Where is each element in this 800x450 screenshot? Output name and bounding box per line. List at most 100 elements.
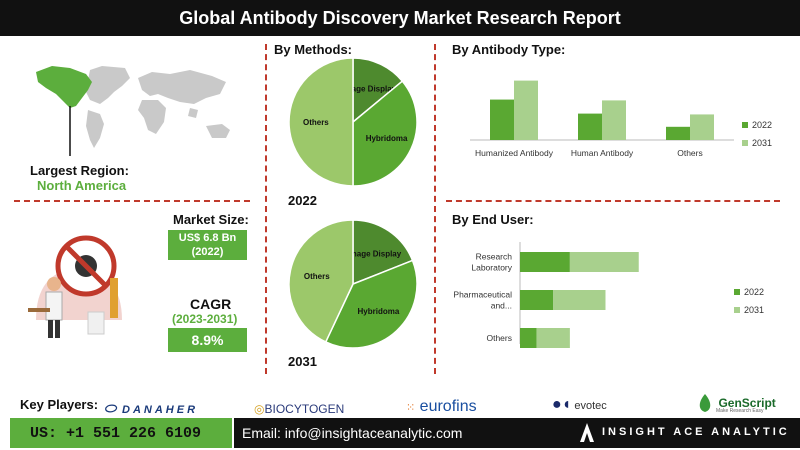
genscript-icon <box>699 394 711 412</box>
antibody-legend-label-2031: 2031 <box>752 138 772 148</box>
genscript-leaf <box>699 394 711 412</box>
eurofins-logo: ⁙ eurofins <box>406 398 477 416</box>
cagr-value: 8.9% <box>168 328 247 352</box>
end-user-legend-swatch-2031 <box>734 307 740 313</box>
end-user-legend-label-2031: 2031 <box>744 305 764 315</box>
end-user-bar-2-2022 <box>520 328 537 348</box>
vaccine-vial-icon <box>110 278 118 318</box>
antibody-bar-1-2031 <box>602 100 626 140</box>
pie-slice-2022-1 <box>352 80 418 187</box>
pie-label-2031-0: Phage Display <box>347 249 402 258</box>
scientist-leg-left <box>48 320 53 338</box>
danaher-logo-text: DANAHER <box>122 404 199 416</box>
logo-mark <box>580 423 594 442</box>
end-user-category-label-0: Research Laboratory <box>471 252 512 273</box>
pie-label-2022-0: Phage Display <box>341 84 396 93</box>
lab-bottle <box>87 311 105 335</box>
end-user-bar-0-2031 <box>569 252 639 272</box>
map-eurasia <box>138 70 226 104</box>
pie-label-2031-1: Hybridoma <box>358 307 400 316</box>
email-contact: Email: info@insightaceanalytic.com <box>242 425 463 441</box>
biocytogen-logo-text: BIOCYTOGEN <box>264 402 345 416</box>
market-size-year: (2022) <box>191 246 224 258</box>
market-size-box: US$ 6.8 Bn (2022) <box>168 230 247 260</box>
map-australia <box>206 124 230 138</box>
end-user-legend-swatch-2022 <box>734 289 740 295</box>
region-label: Largest Region: <box>30 163 129 178</box>
map-south-america <box>86 110 104 148</box>
scientist-leg-right <box>55 320 60 338</box>
end-user-bar-1-2031 <box>553 290 606 310</box>
antibody-type-chart: Humanized Antibody Human Antibody Others 20… <box>470 80 772 158</box>
divider-vertical-right <box>434 44 436 374</box>
end-user-bar-2-2031 <box>536 328 570 348</box>
pie-slice-2031-1 <box>324 259 418 349</box>
antibody-bar-1-2022 <box>578 113 602 140</box>
divider-horizontal-left <box>14 200 250 202</box>
eurofins-logo-text: eurofins <box>419 398 477 415</box>
evotec-logo: ●◖ evotec <box>552 396 607 414</box>
antibody-category-label-0: Humanized Antibody <box>475 148 554 158</box>
market-size-value: US$ 6.8 Bn <box>178 232 237 244</box>
methods-pie-2031: Phage Display Hybridoma Others <box>288 219 418 349</box>
scientist-body <box>45 291 63 321</box>
pie-label-2022-1: Hybridoma <box>366 134 408 143</box>
antibody-category-label-2: Others <box>677 148 703 158</box>
map-southeast-asia <box>188 108 198 118</box>
evotec-logo-text: evotec <box>574 400 607 412</box>
genscript-logo: GenScript Make Research Easy <box>696 392 776 414</box>
end-user-heading: By End User: <box>452 212 534 227</box>
antibody-type-heading: By Antibody Type: <box>452 42 566 57</box>
methods-year-2031: 2031 <box>288 354 317 369</box>
phone-contact: US: +1 551 226 6109 <box>10 418 232 448</box>
page-title: Global Antibody Discovery Market Researc… <box>0 0 800 36</box>
world-map <box>36 66 230 156</box>
pie-slice-2022-0 <box>352 57 404 124</box>
pie-slice-2022-2 <box>288 57 354 187</box>
antibody-bar-0-2022 <box>490 99 514 140</box>
methods-heading: By Methods: <box>274 42 352 57</box>
phone-text: US: +1 551 226 6109 <box>30 424 202 442</box>
antibody-category-label-1: Human Antibody <box>571 148 634 158</box>
key-players-label: Key Players: <box>20 397 99 412</box>
antibody-bar-0-2031 <box>514 80 538 140</box>
pie-label-2022-2: Others <box>303 118 329 127</box>
antibody-bar-2-2022 <box>666 126 690 140</box>
pie-slice-2031-0 <box>352 219 414 286</box>
end-user-legend-label-2022: 2022 <box>744 287 764 297</box>
cagr-period: (2023-2031) <box>172 312 238 326</box>
genscript-tagline: Make Research Easy <box>716 408 764 414</box>
eurofins-icon: ⁙ <box>406 402 416 414</box>
pie-slice-2031-2 <box>288 219 354 343</box>
market-size-label: Market Size: <box>173 212 249 227</box>
end-user-category-label-2: Others <box>486 333 512 343</box>
title-text: Global Antibody Discovery Market Researc… <box>179 7 621 28</box>
divider-vertical-left <box>265 44 267 374</box>
end-user-bar-0-2022 <box>520 252 570 272</box>
evotec-icon: ●◖ <box>552 396 572 413</box>
antibody-bar-2-2031 <box>690 114 714 140</box>
prohibit-slash <box>64 244 108 288</box>
end-user-bar-1-2022 <box>520 290 554 310</box>
biocytogen-logo: ◎BIOCYTOGEN <box>254 402 344 416</box>
danaher-logo: ⬭ DANAHER <box>104 400 198 417</box>
biocytogen-icon: ◎ <box>254 402 265 416</box>
map-greenland <box>86 66 130 104</box>
end-user-category-label-1: Pharmaceutical and... <box>453 290 512 311</box>
map-north-america <box>36 66 92 108</box>
end-user-chart: Research Laboratory Pharmaceutical and... Ot… <box>453 242 764 348</box>
footer-bar: Email: info@insightaceanalytic.com INSIG… <box>234 418 800 448</box>
danaher-icon: ⬭ <box>104 400 116 416</box>
genscript-logo-text: GenScript <box>718 396 776 410</box>
antibody-legend-label-2022: 2022 <box>752 120 772 130</box>
cagr-label: CAGR <box>190 296 232 312</box>
methods-year-2022: 2022 <box>288 193 317 208</box>
lab-table <box>28 308 50 312</box>
insightace-logo-icon <box>580 423 594 442</box>
methods-pie-2022: Phage Display Hybridoma Others <box>288 57 418 187</box>
map-africa <box>138 100 166 134</box>
region-value: North America <box>37 178 127 193</box>
antibody-legend-swatch-2031 <box>742 140 748 146</box>
antibody-legend-swatch-2022 <box>742 122 748 128</box>
virus-illustration <box>28 235 122 338</box>
